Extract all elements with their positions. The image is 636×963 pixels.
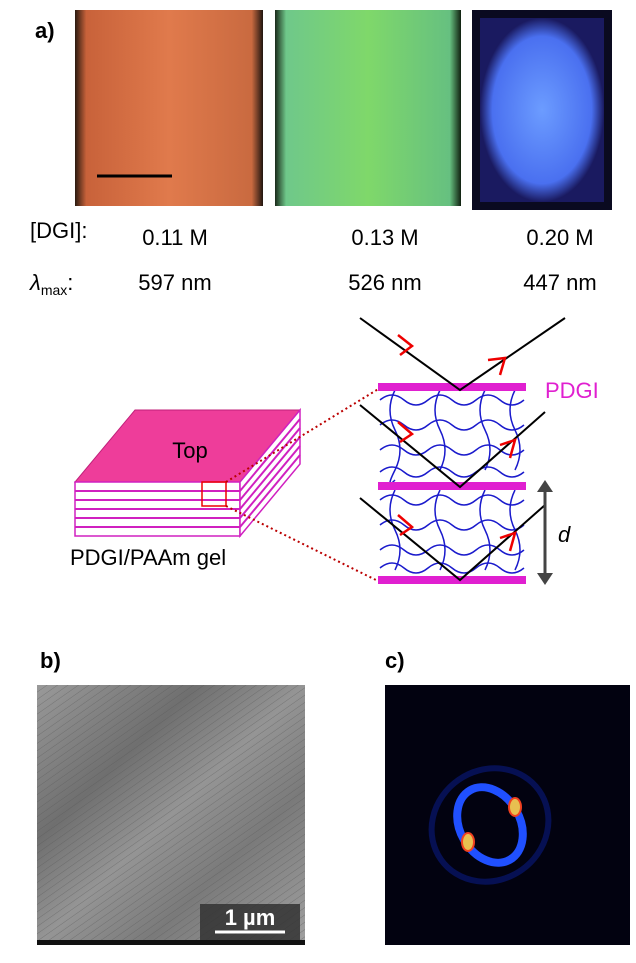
spacing-label: d — [558, 522, 571, 547]
layer-label: PDGI — [545, 378, 599, 403]
wavelength: 526 nm — [348, 270, 421, 295]
top-label: Top — [172, 438, 207, 463]
concentration: 0.13 M — [351, 225, 418, 250]
panel-label: a) — [35, 18, 55, 43]
figure: a) [DGI]: 0.11 M 0.13 M 0.20 M λmax: 597… — [0, 0, 636, 958]
gel-label: PDGI/PAAm gel — [70, 545, 226, 570]
ray-arrows — [398, 335, 515, 551]
wavelength: 597 nm — [138, 270, 211, 295]
symbol: λ — [29, 270, 41, 295]
light-rays — [360, 318, 565, 580]
suffix: : — [67, 270, 73, 295]
panel-label: b) — [40, 648, 61, 673]
scale-bar-label: 1 µm — [225, 905, 276, 930]
panel-label: c) — [385, 648, 405, 673]
wavelength-label: λmax: — [29, 270, 73, 298]
concentration: 0.20 M — [526, 225, 593, 250]
concentration: 0.11 M — [142, 225, 208, 250]
spacing-arrow — [537, 480, 553, 585]
subscript: max — [41, 282, 67, 298]
sem-info-bar — [37, 940, 305, 945]
photo-sample-2 — [275, 10, 461, 206]
concentration-label: [DGI]: — [30, 218, 87, 243]
photo-sample-3 — [480, 18, 604, 202]
saxs-image — [385, 685, 630, 945]
wavelength: 447 nm — [523, 270, 596, 295]
